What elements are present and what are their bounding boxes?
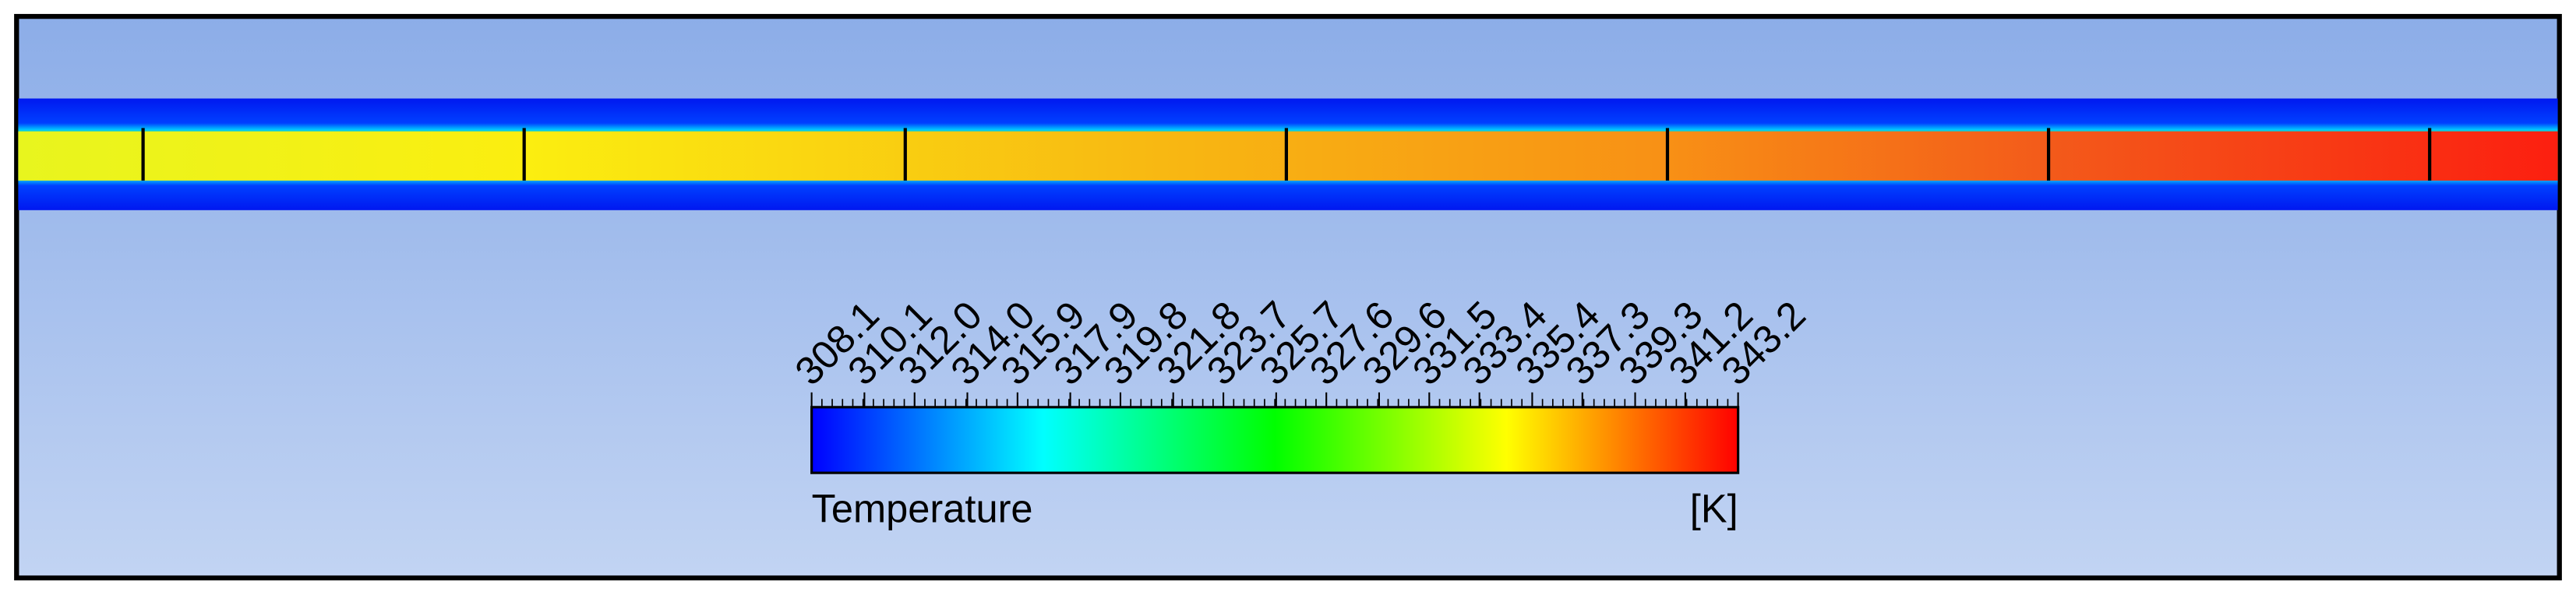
colorbar-label: Temperature: [812, 486, 1033, 530]
section-lines: [141, 128, 2432, 181]
colorbar-unit: [K]: [1690, 486, 1738, 530]
colorbar: [810, 406, 1740, 474]
